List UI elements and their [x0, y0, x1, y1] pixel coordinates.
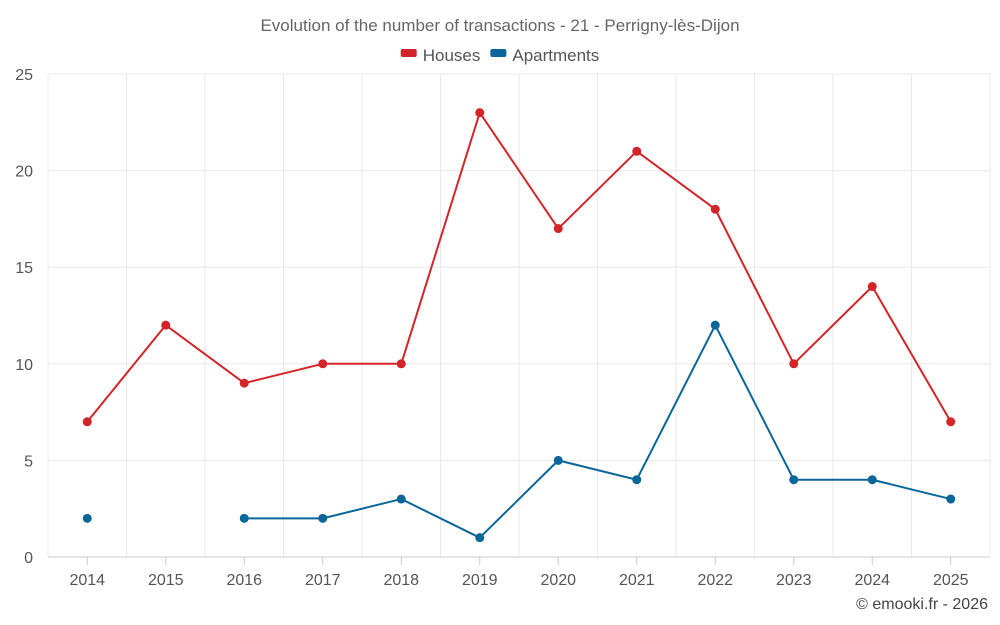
x-tick-label: 2015	[148, 572, 184, 589]
x-tick-label: 2016	[226, 572, 262, 589]
x-tick-label: 2018	[383, 572, 419, 589]
y-tick-label: 15	[15, 260, 33, 277]
apartments-point-2017[interactable]	[318, 513, 328, 523]
houses-point-2023[interactable]	[789, 359, 799, 369]
y-tick-label: 5	[24, 453, 33, 470]
apartments-point-2016[interactable]	[239, 513, 249, 523]
apartments-point-2021[interactable]	[632, 475, 642, 485]
series-group	[82, 108, 956, 543]
houses-point-2018[interactable]	[396, 359, 406, 369]
y-axis: 0 5 10 15 20 25	[15, 67, 33, 567]
houses-point-2025[interactable]	[946, 417, 956, 427]
legend: Houses Apartments	[400, 46, 599, 65]
y-tick-label: 10	[15, 357, 33, 374]
houses-point-2016[interactable]	[239, 378, 249, 388]
x-tick-label: 2025	[933, 572, 969, 589]
legend-swatch	[490, 49, 507, 57]
houses-point-2014[interactable]	[82, 417, 92, 427]
y-tick-label: 0	[24, 550, 33, 567]
houses-point-2015[interactable]	[161, 320, 171, 330]
y-tick-label: 20	[15, 164, 33, 181]
credit-text: © emooki.fr - 2026	[856, 596, 988, 613]
x-axis: 2014 2015 2016 2017 2018 2019 2020 2021 2022 2023…	[69, 557, 969, 589]
apartments-line	[244, 324, 951, 539]
x-tick-label: 2020	[540, 572, 576, 589]
legend-swatch	[400, 49, 417, 57]
apartments-point-2020[interactable]	[553, 455, 563, 465]
apartments-point-2018[interactable]	[396, 494, 406, 504]
x-tick-label: 2019	[462, 572, 498, 589]
houses-point-2021[interactable]	[632, 146, 642, 156]
x-tick-label: 2022	[697, 572, 733, 589]
houses-point-2020[interactable]	[553, 224, 563, 234]
houses-point-2019[interactable]	[475, 108, 485, 118]
chart-title: Evolution of the number of transactions …	[260, 16, 739, 35]
houses-point-2017[interactable]	[318, 359, 328, 369]
y-tick-label: 25	[15, 67, 33, 84]
apartments-point-2019[interactable]	[475, 533, 485, 543]
x-tick-label: 2014	[69, 572, 105, 589]
apartments-point-2024[interactable]	[867, 475, 877, 485]
houses-line	[86, 111, 952, 423]
x-tick-label: 2023	[776, 572, 812, 589]
apartments-point-2023[interactable]	[789, 475, 799, 485]
houses-point-2024[interactable]	[867, 282, 877, 292]
series-apartments[interactable]	[82, 320, 956, 543]
x-tick-label: 2021	[619, 572, 655, 589]
apartments-point-2022[interactable]	[710, 320, 720, 330]
houses-point-2022[interactable]	[710, 204, 720, 214]
apartments-point-2014[interactable]	[82, 513, 92, 523]
legend-label: Apartments	[512, 46, 599, 65]
gridlines	[47, 73, 991, 558]
apartments-point-2025[interactable]	[946, 494, 956, 504]
x-tick-label: 2017	[305, 572, 341, 589]
legend-label: Houses	[423, 46, 481, 65]
legend-item-houses[interactable]: Houses	[400, 46, 481, 65]
legend-item-apartments[interactable]: Apartments	[490, 46, 599, 65]
series-houses[interactable]	[82, 108, 956, 427]
x-tick-label: 2024	[854, 572, 890, 589]
